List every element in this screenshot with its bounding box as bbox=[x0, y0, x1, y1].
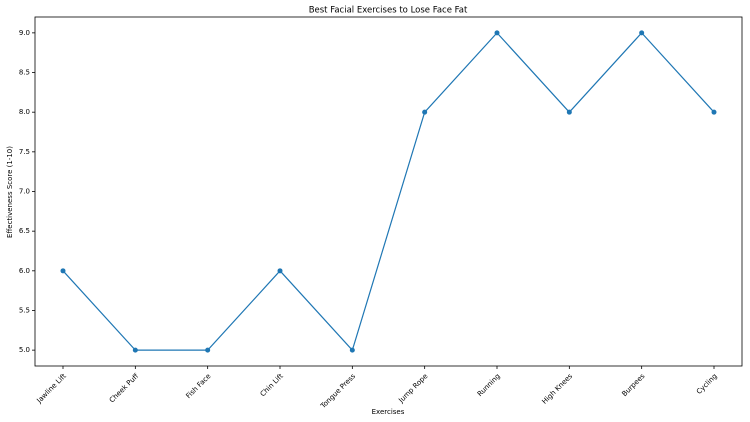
point bbox=[205, 347, 211, 353]
y-tick-label: 7.5 bbox=[19, 148, 30, 156]
y-tick-label: 5.5 bbox=[19, 306, 30, 314]
point bbox=[132, 347, 138, 353]
point bbox=[639, 30, 645, 36]
y-tick-label: 8.5 bbox=[19, 69, 30, 77]
x-tick-label: Chin Lift bbox=[259, 372, 285, 398]
x-tick-label: Running bbox=[476, 372, 502, 398]
y-tick-label: 8.0 bbox=[19, 108, 30, 116]
x-tick-label: High Knees bbox=[540, 372, 574, 406]
plot-frame bbox=[34, 16, 743, 367]
y-tick-label: 5.0 bbox=[19, 346, 30, 354]
point bbox=[422, 109, 428, 115]
y-tick-label: 6.5 bbox=[19, 227, 30, 235]
x-tick-label: Tongue Press bbox=[319, 372, 358, 411]
x-tick-label: Cycling bbox=[695, 372, 719, 396]
x-tick-label: Jawline Lift bbox=[35, 372, 68, 405]
point bbox=[494, 30, 500, 36]
y-tick-label: 7.0 bbox=[19, 188, 30, 196]
x-tick-label: Fish Face bbox=[184, 372, 212, 400]
chart-title: Best Facial Exercises to Lose Face Fat bbox=[309, 6, 468, 16]
line bbox=[62, 31, 715, 352]
y-axis-label: Effectiveness Score (1-10) bbox=[6, 146, 14, 238]
point bbox=[277, 268, 283, 274]
x-tick-label: Cheek Puff bbox=[108, 372, 140, 404]
x-axis-label: Exercises bbox=[372, 408, 405, 416]
y-tick-label: 9.0 bbox=[19, 29, 30, 37]
x-tick-label: Jump Rope bbox=[397, 372, 430, 405]
point bbox=[566, 109, 572, 115]
point bbox=[349, 347, 355, 353]
y-tick-label: 6.0 bbox=[19, 267, 30, 275]
x-tick-label: Burpees bbox=[620, 372, 646, 398]
point bbox=[711, 109, 717, 115]
point bbox=[60, 268, 66, 274]
